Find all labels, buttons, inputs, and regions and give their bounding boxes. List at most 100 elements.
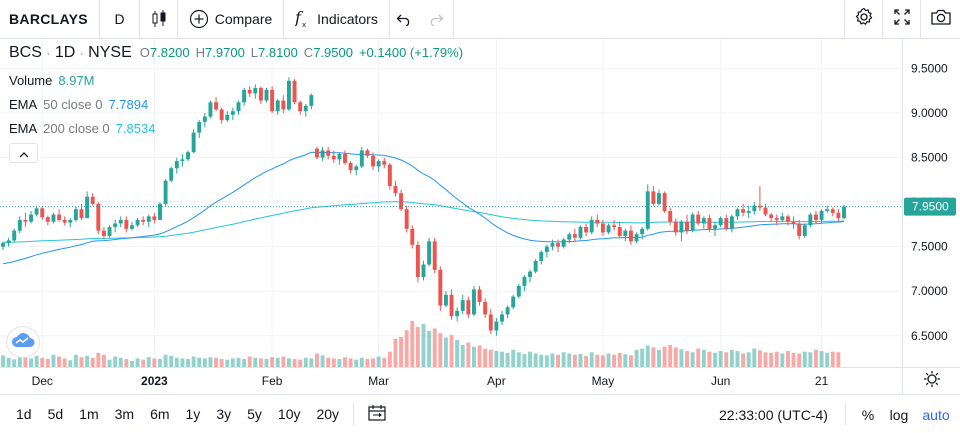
volume-bar	[180, 358, 185, 367]
candle	[320, 146, 325, 162]
volume-bar	[819, 351, 824, 367]
candle	[539, 250, 544, 265]
symbol-search[interactable]: BARCLAYS	[0, 0, 100, 38]
candle	[819, 209, 824, 224]
tradingview-logo[interactable]	[6, 326, 40, 358]
log-scale-toggle[interactable]: log	[884, 395, 914, 433]
auto-scale-toggle[interactable]: auto	[917, 395, 955, 433]
volume-bar	[197, 357, 202, 367]
fullscreen-button[interactable]	[882, 0, 920, 38]
time-axis[interactable]: Dec 2023 Feb Mar Apr May Jun 21	[0, 367, 902, 394]
volume-bar	[40, 357, 45, 367]
chart-type-button[interactable]	[140, 0, 178, 38]
range-button-20y[interactable]: 20y	[316, 406, 340, 422]
candle	[769, 212, 774, 222]
divider	[845, 403, 846, 425]
range-button-1d[interactable]: 1d	[16, 406, 32, 422]
range-button-10y[interactable]: 10y	[277, 406, 301, 422]
candle	[483, 298, 488, 318]
legend-close: C7.9500	[303, 45, 353, 60]
volume-bar	[34, 355, 39, 367]
volume-bar	[387, 351, 392, 367]
candle	[707, 214, 712, 233]
settings-button[interactable]	[844, 0, 882, 38]
redo-button[interactable]	[418, 0, 454, 38]
svg-text:x: x	[302, 21, 306, 29]
percent-scale-toggle[interactable]: %	[853, 395, 883, 433]
candle	[225, 111, 230, 122]
range-button-3m[interactable]: 3m	[114, 406, 135, 422]
candle	[62, 216, 67, 226]
price-tick-label: 7.0000	[911, 284, 948, 298]
volume-bar	[124, 359, 129, 367]
volume-bar	[85, 355, 90, 367]
volume-bar	[657, 349, 661, 367]
screenshot-button[interactable]	[920, 0, 960, 38]
price-axis[interactable]: 9.50009.00008.50008.00007.50007.00006.50…	[902, 39, 960, 367]
candle	[135, 218, 140, 228]
candle	[516, 284, 521, 299]
candle	[393, 180, 398, 197]
range-button-5y[interactable]: 5y	[247, 406, 262, 422]
time-tick-label: Dec	[32, 374, 53, 388]
symbol-legend-row: BCS · 1D · NYSE O7.8200 H7.9700 L7.8100 …	[9, 44, 463, 66]
volume-legend-row[interactable]: Volume 8.97M	[9, 68, 463, 92]
range-button-1m[interactable]: 1m	[79, 406, 99, 422]
candle	[387, 162, 392, 190]
volume-bar	[163, 354, 168, 367]
volume-bar	[174, 357, 179, 367]
time-tick-label: Apr	[487, 374, 506, 388]
axis-settings-button[interactable]	[902, 367, 960, 394]
candle	[141, 216, 146, 226]
candle	[90, 193, 95, 206]
candle	[152, 212, 157, 224]
candle	[197, 120, 202, 138]
redo-icon	[428, 12, 444, 26]
volume-bar	[348, 358, 353, 367]
indicators-button[interactable]: f x Indicators	[284, 0, 390, 38]
svg-text:f: f	[295, 9, 304, 27]
candle	[628, 225, 633, 245]
candle	[331, 150, 336, 163]
ema200-legend-row[interactable]: EMA 200 close 0 7.8534	[9, 116, 463, 140]
range-button-1y[interactable]: 1y	[185, 406, 201, 422]
legend-change: +0.1400 (+1.79%)	[358, 45, 464, 60]
volume-bar	[494, 351, 499, 367]
undo-icon	[396, 12, 412, 26]
candle	[107, 225, 112, 238]
volume-bar	[634, 349, 639, 367]
ema50-legend-row[interactable]: EMA 50 close 0 7.7894	[9, 92, 463, 116]
compare-button[interactable]: Compare	[178, 0, 284, 38]
volume-bar	[774, 351, 779, 367]
candle	[640, 227, 645, 240]
volume-bar	[808, 352, 813, 367]
timezone-clock[interactable]: 22:33:00 (UTC-4)	[719, 395, 828, 433]
volume-bar	[679, 349, 684, 367]
range-button-5d[interactable]: 5d	[47, 406, 64, 422]
price-tick-label: 9.5000	[911, 61, 948, 75]
legend-symbol-title[interactable]: BCS · 1D · NYSE	[9, 44, 132, 62]
candle	[528, 269, 532, 283]
legend-collapse-button[interactable]	[9, 143, 38, 163]
candle	[427, 237, 432, 267]
undo-button[interactable]	[390, 0, 418, 38]
function-icon: f x	[295, 9, 309, 29]
candle	[73, 206, 78, 222]
volume-bar	[584, 355, 589, 367]
time-tick-label: 21	[815, 374, 829, 388]
volume-bar	[382, 357, 387, 367]
date-range-picker-button[interactable]	[360, 395, 394, 433]
interval-button[interactable]: D	[100, 0, 140, 38]
candle	[242, 88, 247, 106]
volume-bar	[477, 345, 482, 367]
volume-bar	[814, 349, 818, 367]
legend-low: L7.8100	[250, 45, 298, 60]
candle	[814, 211, 818, 224]
candle	[29, 211, 33, 224]
price-chart[interactable]	[0, 39, 902, 367]
range-button-6m[interactable]: 6m	[150, 406, 170, 422]
indicators-label: Indicators	[317, 11, 378, 27]
volume-bar	[298, 359, 303, 367]
range-button-3y[interactable]: 3y	[216, 406, 232, 422]
candle	[612, 219, 617, 231]
